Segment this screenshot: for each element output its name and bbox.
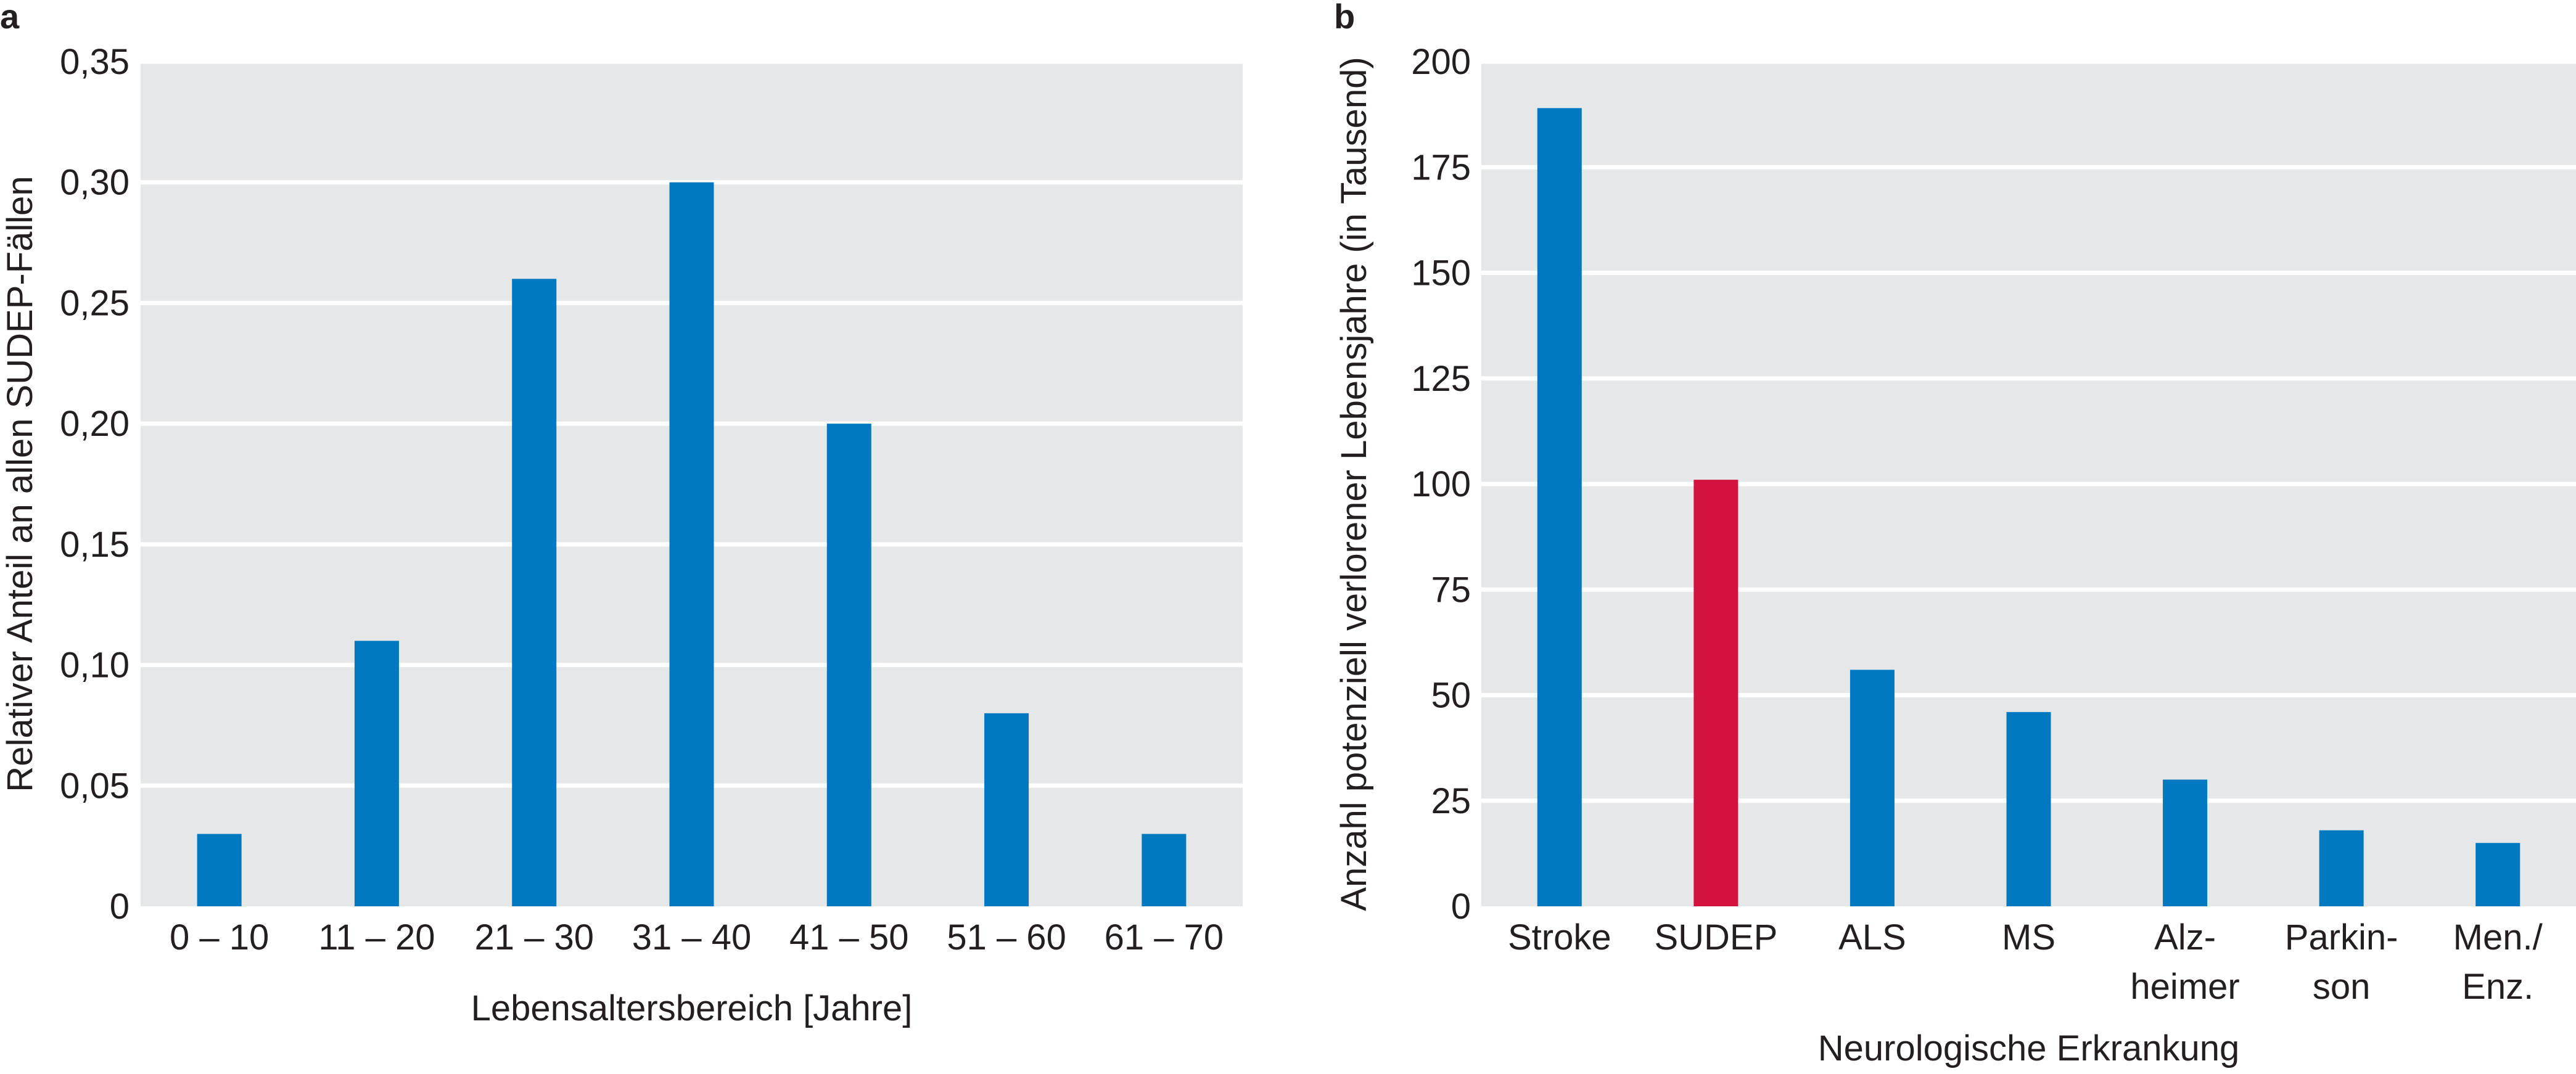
bar: [669, 182, 714, 906]
bar: [984, 713, 1029, 906]
y-tick-label: 50: [1431, 676, 1471, 716]
chart-panel-b: b 0 25 50 75 100 125 150 175 200 Stroke SUDEP ALS MS A…: [1334, 0, 2576, 1068]
x-tick-label: MS: [2002, 917, 2055, 957]
x-tick-label: 41 – 50: [789, 917, 909, 957]
bar: [512, 279, 557, 906]
bar: [1850, 670, 1895, 906]
x-tick-label: ALS: [1838, 917, 1906, 957]
y-axis-title: Relativer Anteil an allen SUDEP-Fällen: [0, 176, 40, 792]
y-tick-label: 0: [110, 887, 130, 927]
x-axis-title: Lebensaltersbereich [Jahre]: [471, 988, 913, 1028]
y-axis-title: Anzahl potenziell verlorener Lebensjahre…: [1334, 57, 1374, 911]
x-tick-label: 0 – 10: [170, 917, 269, 957]
y-tick-label: 0,20: [60, 404, 130, 444]
y-tick-label: 0,05: [60, 766, 130, 806]
x-tick-label: 31 – 40: [632, 917, 752, 957]
chart-panel-a: a 0 0,05 0,10 0,15 0,20 0,25 0,30 0,35 0 – 10 11 –…: [0, 0, 1243, 1028]
bar: [197, 834, 242, 906]
x-axis-title: Neurologische Erkrankung: [1818, 1028, 2239, 1068]
x-tick-label: Stroke: [1508, 917, 1611, 957]
x-tick-label: 21 – 30: [474, 917, 594, 957]
panel-letter: b: [1334, 0, 1355, 36]
y-tick-label: 150: [1411, 253, 1471, 293]
y-tick-label: 0,30: [60, 163, 130, 203]
x-tick-label: Parkin-son: [2285, 917, 2398, 1007]
bar: [2163, 779, 2208, 906]
bar: [1142, 834, 1187, 906]
x-tick-label: 61 – 70: [1105, 917, 1224, 957]
bar: [2475, 843, 2520, 906]
x-tick-label: Alz-heimer: [2130, 917, 2239, 1007]
y-tick-label: 0,15: [60, 525, 130, 565]
y-tick-label: 0,25: [60, 283, 130, 323]
bar: [2006, 711, 2051, 906]
y-tick-label: 0,10: [60, 646, 130, 686]
y-tick-label: 25: [1431, 781, 1471, 821]
bar: [2319, 830, 2364, 906]
bar: [826, 424, 871, 906]
bar: [354, 641, 399, 906]
y-tick-label: 0: [1451, 887, 1471, 927]
x-tick-label: Men./Enz.: [2453, 917, 2543, 1007]
x-tick-label: 11 – 20: [318, 917, 435, 957]
panel-letter: a: [0, 0, 20, 36]
x-tick-label: 51 – 60: [947, 917, 1066, 957]
y-tick-label: 125: [1411, 359, 1471, 399]
x-tick-label: SUDEP: [1654, 917, 1777, 957]
y-tick-label: 0,35: [60, 42, 130, 82]
y-tick-label: 200: [1411, 42, 1471, 82]
y-tick-label: 100: [1411, 464, 1471, 504]
y-tick-label: 75: [1431, 570, 1471, 610]
bar: [1693, 480, 1739, 906]
bar: [1537, 108, 1582, 907]
y-tick-label: 175: [1411, 147, 1471, 187]
